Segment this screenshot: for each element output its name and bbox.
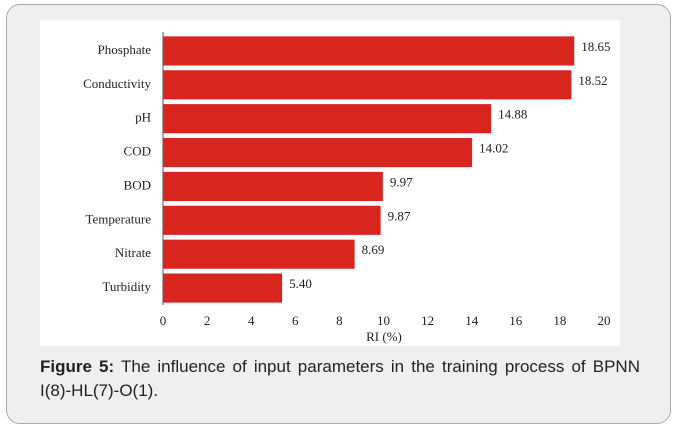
value-label: 8.69 xyxy=(362,242,385,257)
value-label: 5.40 xyxy=(289,276,312,291)
x-tick-label: 12 xyxy=(421,313,434,328)
bar xyxy=(163,171,383,202)
chart: RI (%) 0 2 4 6 8 10 12 14 16 18 20 Phosphate 18.65 Co… xyxy=(40,20,620,346)
x-tick-label: 18 xyxy=(553,313,566,328)
y-tick-label: Conductivity xyxy=(83,76,151,91)
bar xyxy=(163,273,283,303)
caption: Figure 5: The influence of input paramet… xyxy=(40,355,640,403)
x-tick-label: 0 xyxy=(160,313,167,328)
y-tick-label: Phosphate xyxy=(98,42,152,57)
value-label: 14.02 xyxy=(479,141,508,156)
y-tick-label: BOD xyxy=(124,177,151,192)
x-tick-label: 4 xyxy=(248,313,255,328)
x-tick-label: 2 xyxy=(204,313,211,328)
y-tick-label: Temperature xyxy=(86,211,152,226)
value-label: 18.52 xyxy=(578,73,607,88)
bar xyxy=(163,104,492,134)
caption-label: Figure 5: xyxy=(40,357,115,376)
value-label: 14.88 xyxy=(498,107,527,122)
value-label: 18.65 xyxy=(581,39,610,54)
bar xyxy=(163,70,572,100)
y-tick-label: COD xyxy=(124,144,151,159)
x-tick-label: 16 xyxy=(509,313,523,328)
y-tick-label: pH xyxy=(135,110,151,125)
bar xyxy=(163,239,355,269)
bar xyxy=(163,36,575,66)
caption-text: The influence of input parameters in the… xyxy=(40,357,640,400)
value-label: 9.97 xyxy=(390,174,413,189)
x-tick-label: 8 xyxy=(336,313,343,328)
x-tick-label: 6 xyxy=(292,313,299,328)
x-tick-label: 14 xyxy=(465,313,479,328)
x-axis-label: RI (%) xyxy=(366,329,402,344)
bar xyxy=(163,137,473,168)
page: {"chart_data": {"type": "bar", "orientat… xyxy=(6,4,671,424)
x-tick-label: 20 xyxy=(598,313,611,328)
y-tick-label: Nitrate xyxy=(115,245,151,260)
bar xyxy=(163,205,381,235)
value-label: 9.87 xyxy=(388,208,411,223)
x-tick-label: 10 xyxy=(377,313,390,328)
y-tick-label: Turbidity xyxy=(102,279,151,294)
